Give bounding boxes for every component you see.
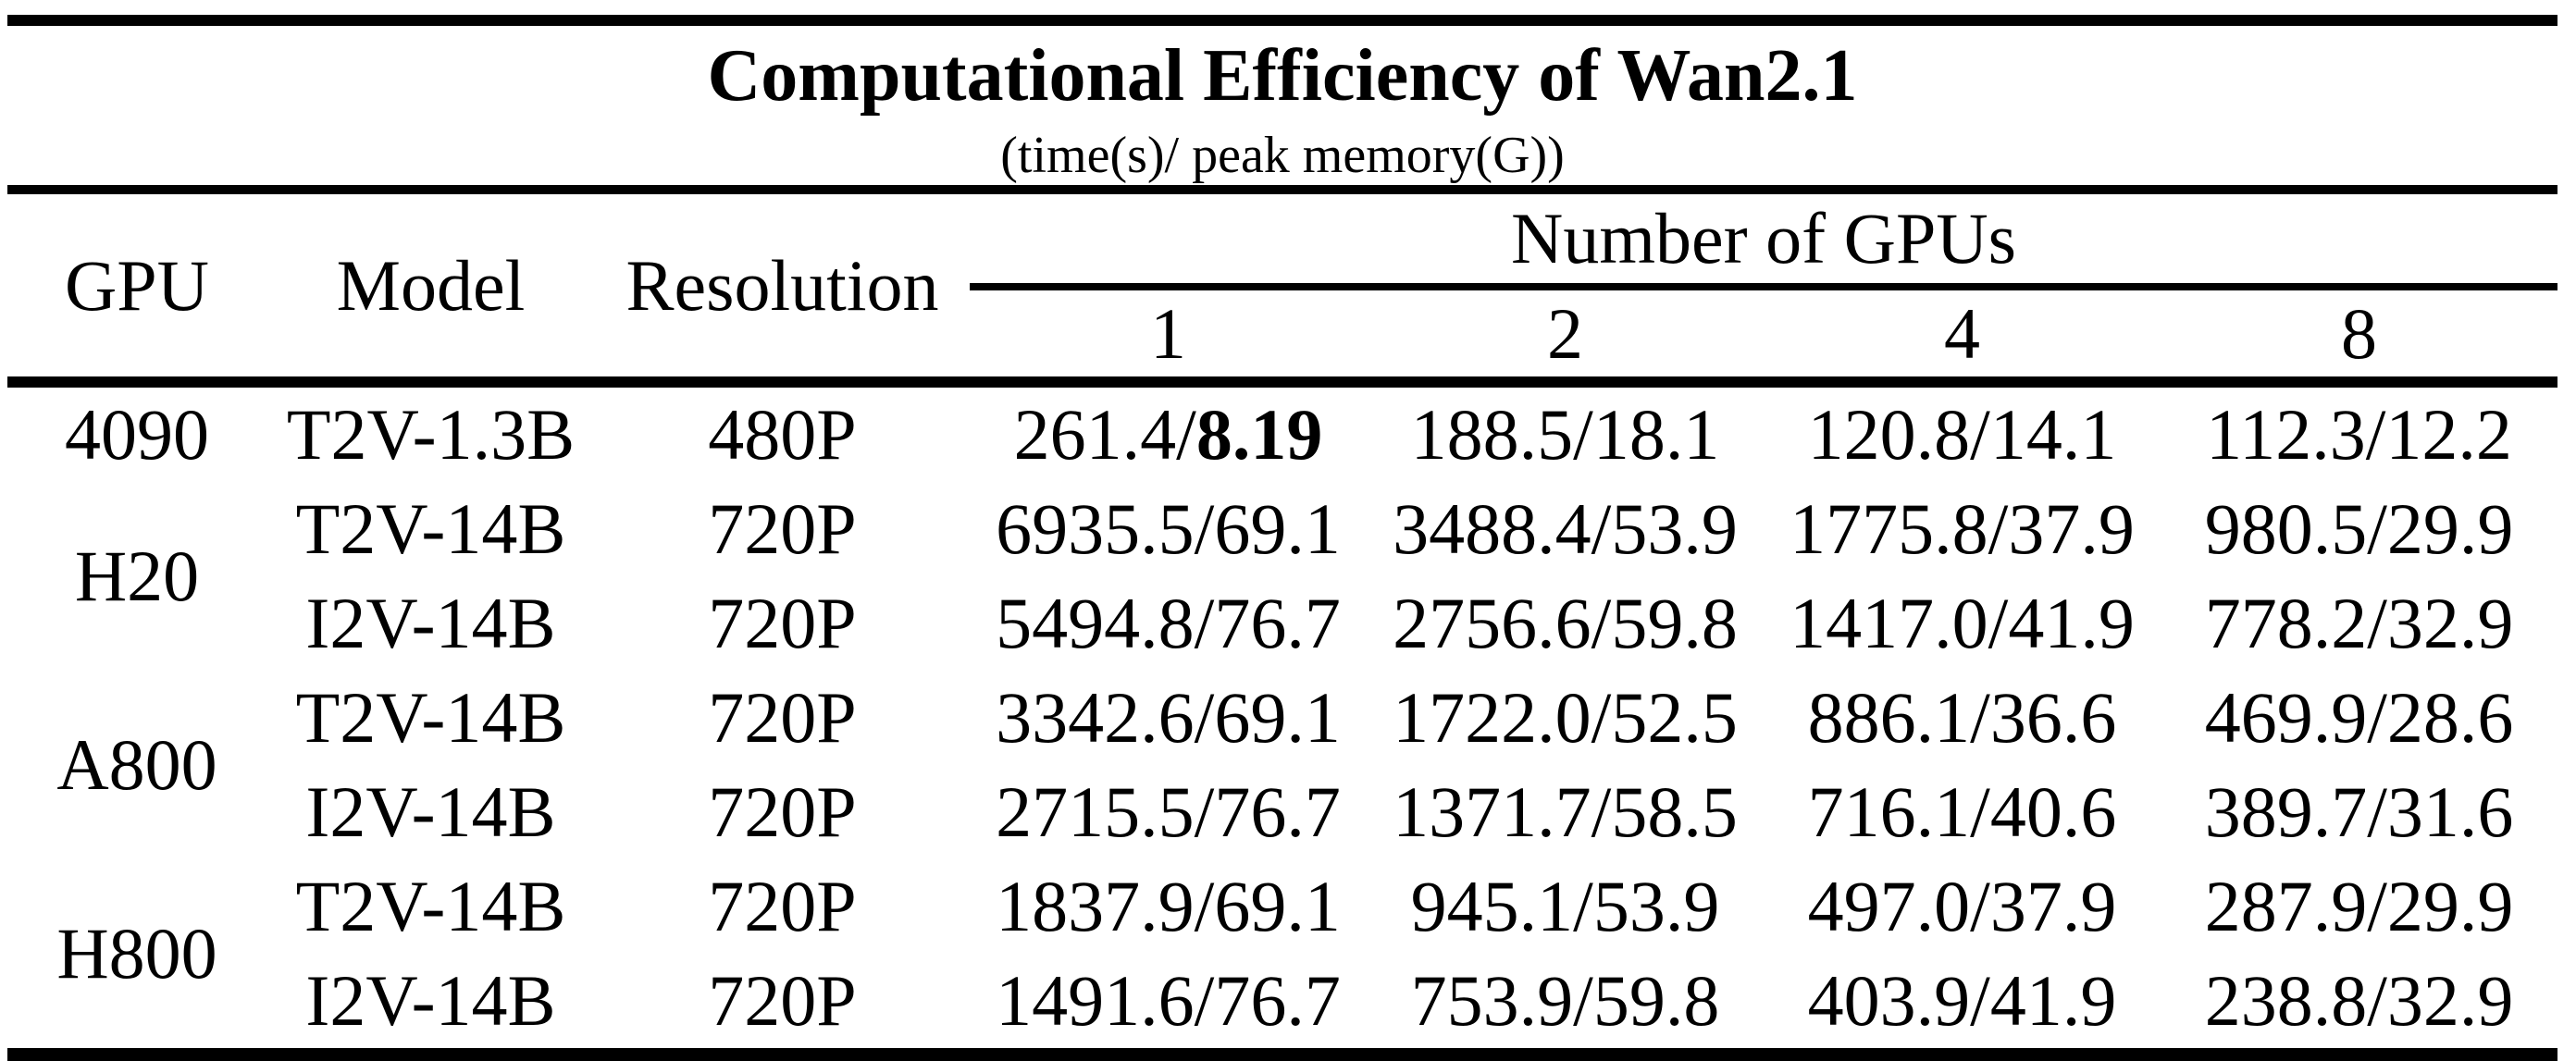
time-memory-value: 261.4/ <box>1013 394 1196 475</box>
table-title-row: Computational Efficiency of Wan2.1 <box>7 20 2557 126</box>
table-row: I2V-14B 720P 2715.5/76.7 1371.7/58.5 716… <box>7 765 2557 859</box>
resolution-cell: 720P <box>708 960 857 1041</box>
column-header-resolution: Resolution <box>595 190 970 388</box>
resolution-cell: 720P <box>708 583 857 663</box>
value-cell: 753.9/59.8 <box>1367 954 1764 1055</box>
time-memory-value: 2756.6/59.8 <box>1393 583 1738 663</box>
time-memory-value: 497.0/37.9 <box>1807 866 2117 946</box>
table-title: Computational Efficiency of Wan2.1 <box>707 34 1858 117</box>
value-cell: 403.9/41.9 <box>1764 954 2161 1055</box>
model-cell: I2V-14B <box>305 771 556 852</box>
table-row: I2V-14B 720P 5494.8/76.7 2756.6/59.8 141… <box>7 576 2557 671</box>
time-memory-value: 1775.8/37.9 <box>1790 488 2135 569</box>
gpu-cell: A800 <box>56 724 217 805</box>
column-header-gpus-8: 8 <box>2161 287 2558 388</box>
time-memory-value: 1417.0/41.9 <box>1790 583 2135 663</box>
time-memory-value: 716.1/40.6 <box>1807 771 2117 852</box>
memory-value-bold: 8.19 <box>1195 394 1323 475</box>
time-memory-value: 778.2/32.9 <box>2204 583 2514 663</box>
value-cell: 778.2/32.9 <box>2161 576 2557 671</box>
resolution-cell: 480P <box>708 394 857 475</box>
value-cell: 112.3/12.2 <box>2161 382 2557 482</box>
time-memory-value: 287.9/29.9 <box>2204 866 2514 946</box>
value-cell: 261.4/8.19 <box>970 382 1367 482</box>
table-row: 4090 T2V-1.3B 480P 261.4/8.19 188.5/18.1… <box>7 382 2557 482</box>
time-memory-value: 188.5/18.1 <box>1410 394 1720 475</box>
time-memory-value: 945.1/53.9 <box>1410 866 1720 946</box>
value-cell: 716.1/40.6 <box>1764 765 2161 859</box>
value-cell: 469.9/28.6 <box>2161 671 2557 765</box>
time-memory-value: 1722.0/52.5 <box>1393 677 1738 758</box>
column-header-gpus-2: 2 <box>1367 287 1764 388</box>
value-cell: 886.1/36.6 <box>1764 671 2161 765</box>
table-subtitle-row: (time(s)/ peak memory(G)) <box>7 126 2558 194</box>
value-cell: 1371.7/58.5 <box>1367 765 1764 859</box>
model-cell: I2V-14B <box>305 583 556 663</box>
value-cell: 5494.8/76.7 <box>970 576 1367 671</box>
table-row: A800 T2V-14B 720P 3342.6/69.1 1722.0/52.… <box>7 671 2557 805</box>
value-cell: 497.0/37.9 <box>1764 859 2161 954</box>
time-memory-value: 389.7/31.6 <box>2204 771 2514 852</box>
column-header-gpus-1: 1 <box>970 287 1367 388</box>
value-cell: 945.1/53.9 <box>1367 859 1764 954</box>
model-cell: T2V-1.3B <box>286 394 576 475</box>
time-memory-value: 120.8/14.1 <box>1807 394 2117 475</box>
header-row-counts: 1 2 4 8 <box>7 287 2558 388</box>
value-cell: 1775.8/37.9 <box>1764 482 2161 576</box>
time-memory-value: 3488.4/53.9 <box>1393 488 1738 569</box>
column-header-gpu: GPU <box>7 190 266 388</box>
column-header-number-of-gpus: Number of GPUs <box>970 190 2558 290</box>
time-memory-value: 1491.6/76.7 <box>996 960 1341 1041</box>
time-memory-value: 886.1/36.6 <box>1807 677 2117 758</box>
value-cell: 3488.4/53.9 <box>1367 482 1764 576</box>
value-cell: 287.9/29.9 <box>2161 859 2557 954</box>
gpu-cell: H800 <box>56 913 217 993</box>
value-cell: 1417.0/41.9 <box>1764 576 2161 671</box>
time-memory-value: 403.9/41.9 <box>1807 960 2117 1041</box>
time-memory-value: 469.9/28.6 <box>2204 677 2514 758</box>
time-memory-value: 3342.6/69.1 <box>996 677 1341 758</box>
resolution-cell: 720P <box>708 488 857 569</box>
model-cell: T2V-14B <box>295 866 566 946</box>
resolution-cell: 720P <box>708 866 857 946</box>
table-row: H800 T2V-14B 720P 1837.9/69.1 945.1/53.9… <box>7 859 2557 993</box>
value-cell: 6935.5/69.1 <box>970 482 1367 576</box>
table-subtitle: (time(s)/ peak memory(G)) <box>7 126 2558 194</box>
value-cell: 980.5/29.9 <box>2161 482 2557 576</box>
value-cell: 238.8/32.9 <box>2161 954 2557 1055</box>
header-row-group: GPU Model Resolution Number of GPUs <box>7 190 2558 388</box>
value-cell: 1491.6/76.7 <box>970 954 1367 1055</box>
time-memory-value: 112.3/12.2 <box>2206 394 2512 475</box>
column-header-model: Model <box>266 190 595 388</box>
value-cell: 120.8/14.1 <box>1764 382 2161 482</box>
time-memory-value: 5494.8/76.7 <box>996 583 1341 663</box>
time-memory-value: 2715.5/76.7 <box>996 771 1341 852</box>
value-cell: 2715.5/76.7 <box>970 765 1367 859</box>
resolution-cell: 720P <box>708 677 857 758</box>
time-memory-value: 753.9/59.8 <box>1410 960 1720 1041</box>
model-cell: I2V-14B <box>305 960 556 1041</box>
value-cell: 1837.9/69.1 <box>970 859 1367 954</box>
time-memory-value: 1371.7/58.5 <box>1393 771 1738 852</box>
efficiency-table: Computational Efficiency of Wan2.1 (time… <box>7 15 2558 1061</box>
resolution-cell: 720P <box>708 771 857 852</box>
column-header-gpus-4: 4 <box>1764 287 2161 388</box>
table-row: H20 T2V-14B 720P 6935.5/69.1 3488.4/53.9… <box>7 482 2557 616</box>
value-cell: 1722.0/52.5 <box>1367 671 1764 765</box>
gpu-cell: 4090 <box>65 394 209 475</box>
gpu-cell: H20 <box>74 536 200 616</box>
value-cell: 188.5/18.1 <box>1367 382 1764 482</box>
value-cell: 389.7/31.6 <box>2161 765 2557 859</box>
model-cell: T2V-14B <box>295 488 566 569</box>
time-memory-value: 6935.5/69.1 <box>996 488 1341 569</box>
model-cell: T2V-14B <box>295 677 566 758</box>
time-memory-value: 980.5/29.9 <box>2204 488 2514 569</box>
table-row: I2V-14B 720P 1491.6/76.7 753.9/59.8 403.… <box>7 954 2557 1055</box>
value-cell: 3342.6/69.1 <box>970 671 1367 765</box>
time-memory-value: 1837.9/69.1 <box>996 866 1341 946</box>
value-cell: 2756.6/59.8 <box>1367 576 1764 671</box>
time-memory-value: 238.8/32.9 <box>2204 960 2514 1041</box>
